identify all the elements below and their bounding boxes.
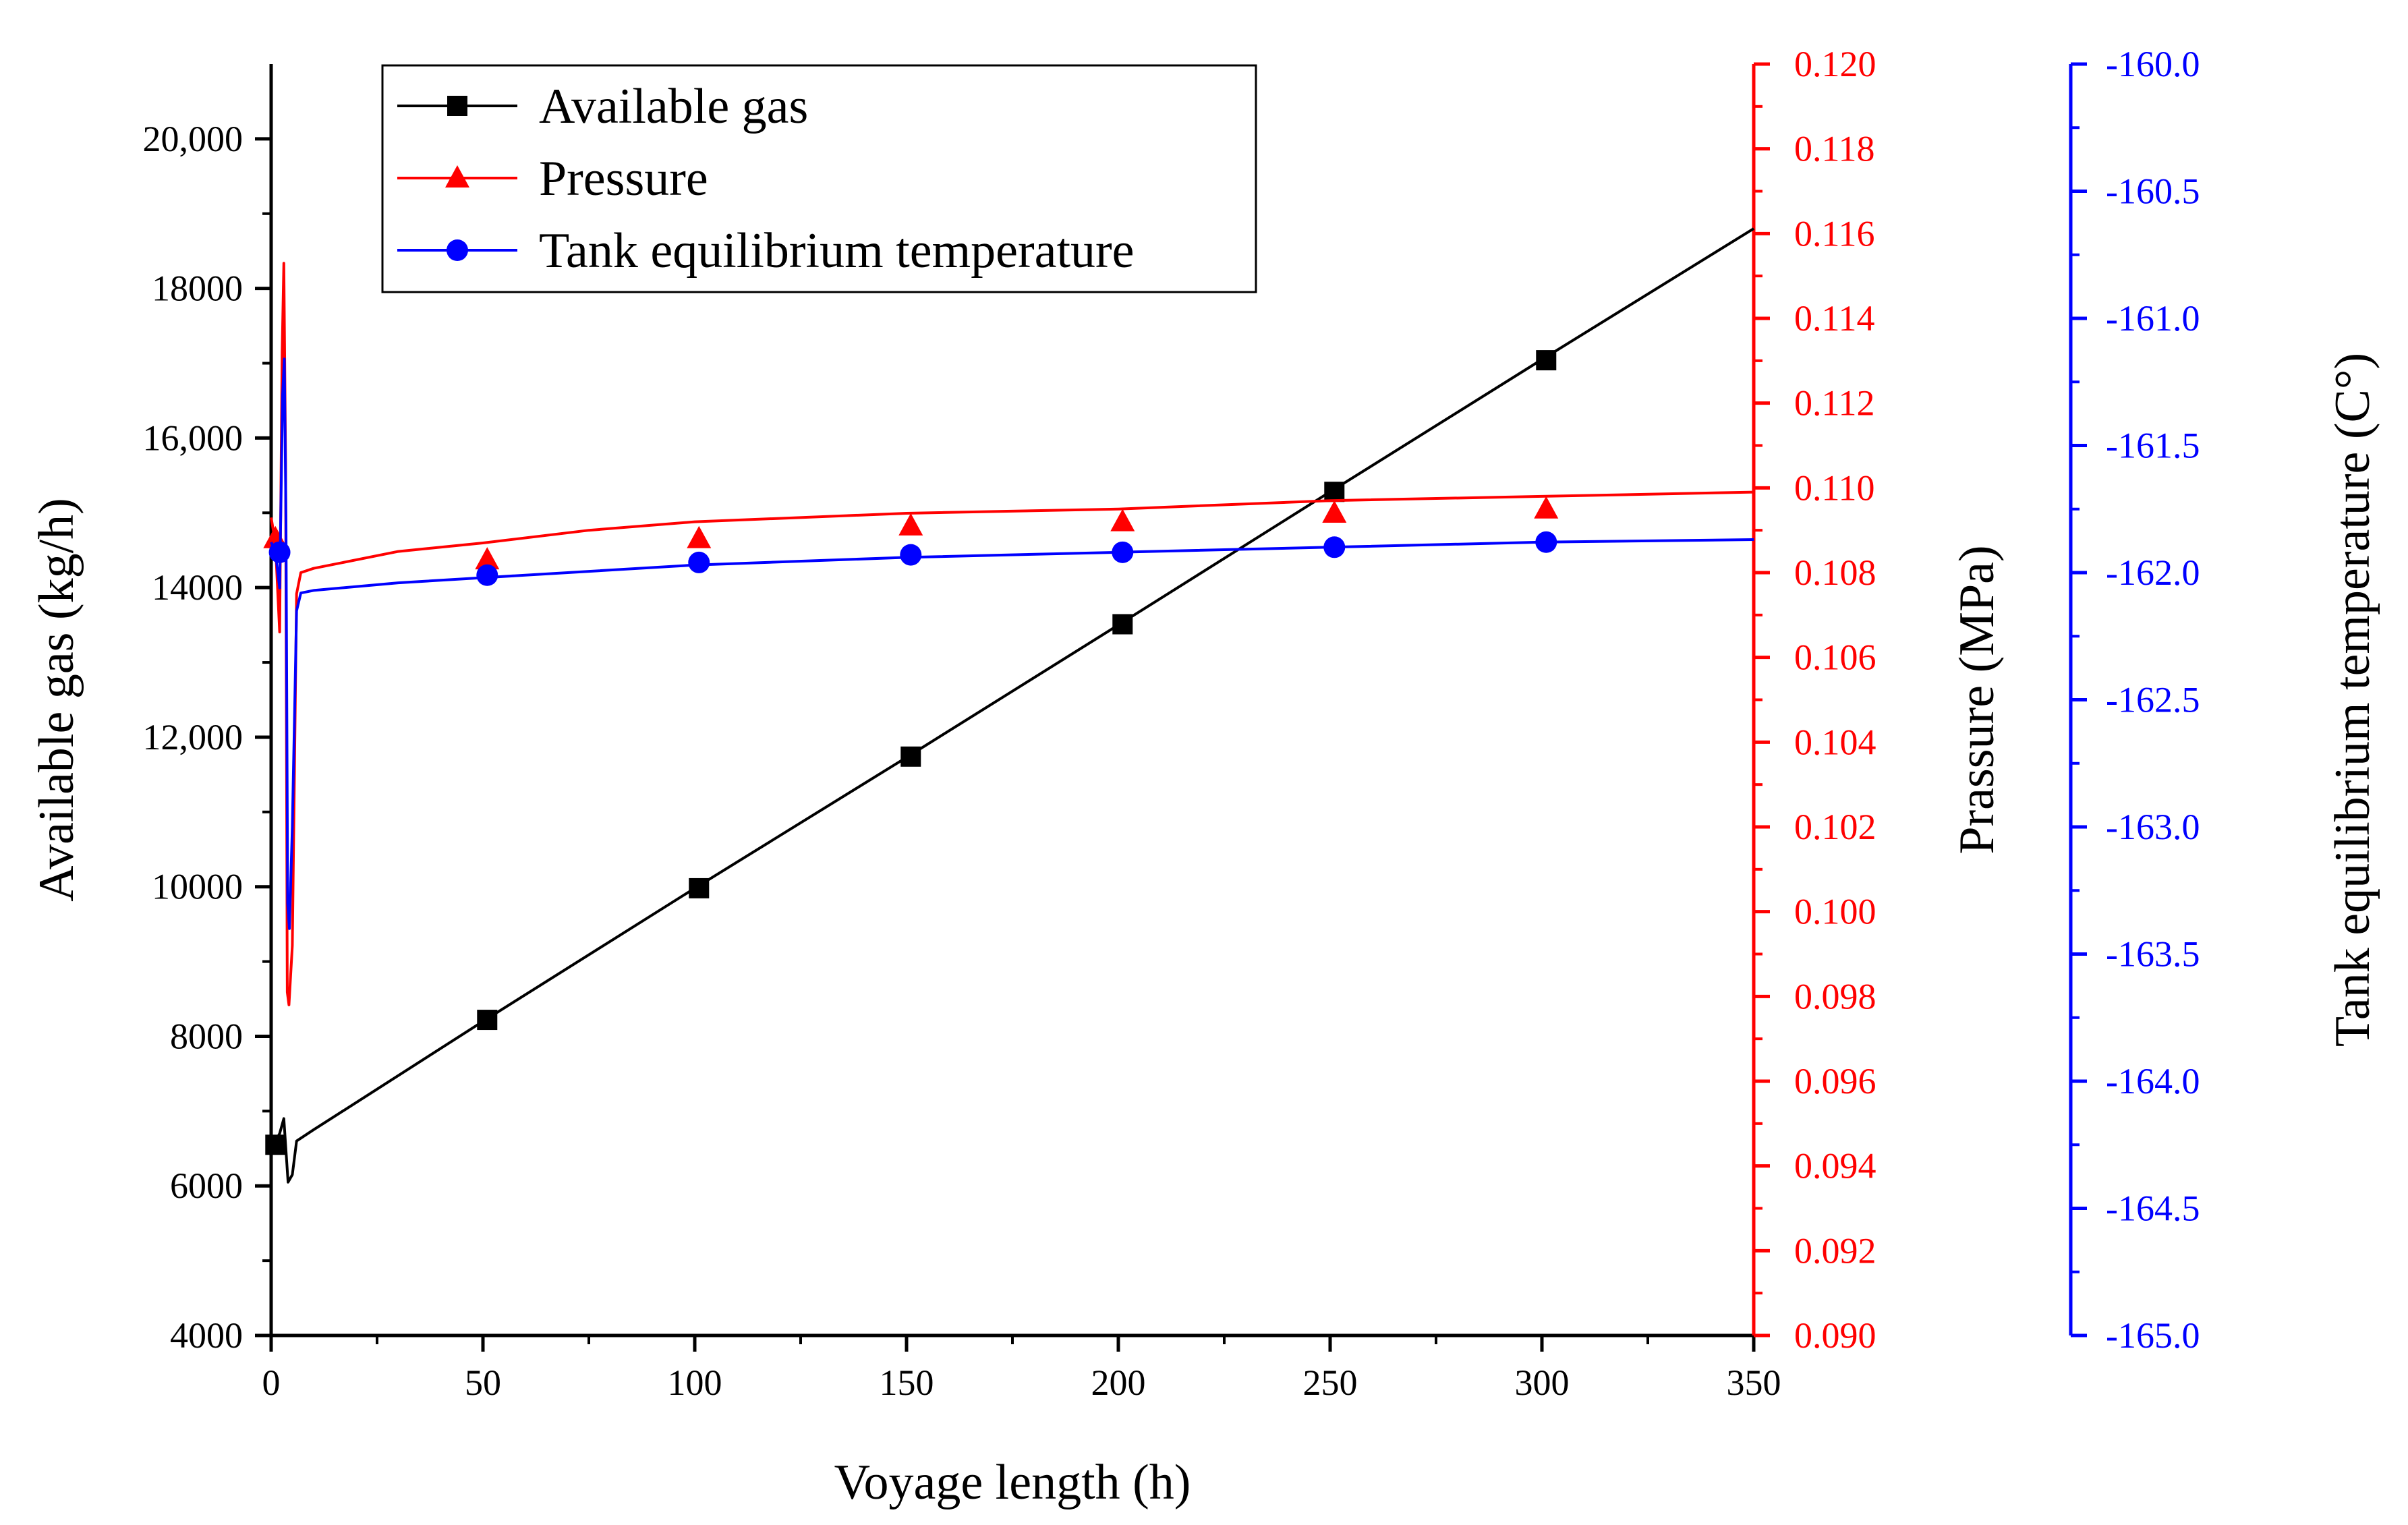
legend-marker-available-gas <box>447 96 467 116</box>
pressure-tick-label: 0.114 <box>1794 298 1875 339</box>
pressure-tick-label: 0.116 <box>1794 213 1875 254</box>
data-point-pressure <box>1534 496 1559 519</box>
data-point-available-gas <box>1536 350 1557 371</box>
series-line-available-gas <box>270 227 1755 1184</box>
series-line-pressure <box>270 262 1754 1006</box>
pressure-tick-label: 0.102 <box>1794 807 1876 847</box>
data-point-tank-equilibrium-temperature <box>268 541 291 563</box>
temperature-tick-label: -160.0 <box>2106 44 2200 84</box>
pressure-tick-label: 0.106 <box>1794 637 1876 678</box>
data-point-tank-equilibrium-temperature <box>688 551 710 573</box>
x-axis-title: Voyage length (h) <box>834 1455 1191 1510</box>
pressure-tick-label: 0.098 <box>1794 976 1876 1016</box>
legend-marker-tank-equilibrium-temperature <box>447 239 468 261</box>
data-point-pressure <box>1322 500 1347 523</box>
pressure-tick-label: 0.100 <box>1794 892 1876 932</box>
pressure-tick-label: 0.104 <box>1794 722 1876 762</box>
data-point-tank-equilibrium-temperature <box>1112 541 1134 563</box>
legend-label-available-gas: Available gas <box>539 79 808 134</box>
pressure-tick-label: 0.112 <box>1794 383 1875 424</box>
series-pressure <box>263 262 1754 1006</box>
data-point-tank-equilibrium-temperature <box>1323 536 1346 558</box>
gas-tick-label: 12,000 <box>143 717 243 757</box>
series-available-gas <box>265 227 1755 1184</box>
legend-entry-tank-equilibrium-temperature: Tank equilibrium temperature <box>397 223 1135 279</box>
temperature-tick-label: -161.5 <box>2106 426 2200 466</box>
data-point-pressure <box>898 513 923 536</box>
data-point-available-gas <box>1112 614 1133 635</box>
data-point-tank-equilibrium-temperature <box>1535 531 1557 553</box>
gas-tick-label: 20,000 <box>143 119 243 159</box>
temperature-tick-label: -163.0 <box>2106 807 2200 847</box>
series-layer <box>263 227 1755 1184</box>
data-point-available-gas <box>477 1010 498 1031</box>
pressure-tick-label: 0.110 <box>1794 467 1875 508</box>
gas-tick-label: 16,000 <box>143 418 243 458</box>
legend-label-pressure: Pressure <box>539 151 708 206</box>
temperature-tick-label: -161.0 <box>2106 298 2200 339</box>
gas-axis-title: Available gas (kg/h) <box>29 498 84 902</box>
temperature-tick-label: -160.5 <box>2106 171 2200 212</box>
gas-tick-label: 8000 <box>170 1016 243 1056</box>
data-point-available-gas <box>900 746 921 767</box>
pressure-tick-label: 0.090 <box>1794 1315 1876 1356</box>
x-tick-label: 300 <box>1515 1362 1570 1403</box>
gas-tick-label: 10000 <box>152 867 243 907</box>
x-tick-label: 100 <box>668 1362 722 1403</box>
x-tick-label: 150 <box>880 1362 934 1403</box>
legend-marker-pressure <box>445 165 469 188</box>
legend-label-tank-equilibrium-temperature: Tank equilibrium temperature <box>539 223 1135 279</box>
temperature-tick-label: -164.0 <box>2106 1061 2200 1101</box>
pressure-axis-title: Prassure (MPa) <box>1949 545 2005 854</box>
axes-layer: 0 50 100 150 200 250 300 350 Voyage length (h) 40… <box>29 44 2380 1510</box>
pressure-tick-label: 0.092 <box>1794 1230 1876 1271</box>
data-point-pressure <box>475 547 500 570</box>
legend-entry-pressure: Pressure <box>397 151 708 206</box>
pressure-tick-label: 0.108 <box>1794 552 1876 593</box>
pressure-tick-label: 0.094 <box>1794 1146 1876 1186</box>
data-point-available-gas <box>689 877 710 898</box>
x-tick-label: 350 <box>1727 1362 1781 1403</box>
temperature-tick-label: -162.0 <box>2106 552 2200 593</box>
series-tank-equilibrium-temperature <box>268 357 1754 930</box>
temperature-tick-label: -165.0 <box>2106 1315 2200 1356</box>
data-point-pressure <box>1110 509 1135 531</box>
pressure-tick-label: 0.096 <box>1794 1061 1876 1101</box>
gas-tick-label: 18000 <box>152 268 243 309</box>
legend: Available gas Pressure Tank equilibrium te… <box>381 64 1257 293</box>
x-tick-label: 0 <box>262 1362 281 1403</box>
gas-tick-label: 4000 <box>170 1315 243 1356</box>
x-tick-label: 50 <box>465 1362 501 1403</box>
gas-tick-label: 14000 <box>152 567 243 608</box>
pressure-tick-label: 0.118 <box>1794 129 1875 169</box>
legend-entry-available-gas: Available gas <box>397 79 808 134</box>
pressure-tick-label: 0.120 <box>1794 44 1876 84</box>
temperature-tick-label: -164.5 <box>2106 1188 2200 1229</box>
data-point-tank-equilibrium-temperature <box>476 564 498 586</box>
data-point-pressure <box>687 525 712 548</box>
gas-tick-label: 6000 <box>170 1166 243 1206</box>
legend-box <box>381 64 1257 293</box>
temperature-tick-label: -163.5 <box>2106 934 2200 975</box>
temperature-tick-label: -162.5 <box>2106 680 2200 720</box>
x-tick-label: 200 <box>1091 1362 1146 1403</box>
temperature-axis-title: Tank equilibrium temperature (C°) <box>2325 353 2380 1047</box>
x-tick-label: 250 <box>1303 1362 1358 1403</box>
data-point-available-gas <box>1324 482 1345 502</box>
data-point-available-gas <box>265 1134 286 1155</box>
data-point-tank-equilibrium-temperature <box>900 544 922 566</box>
series-line-tank-equilibrium-temperature <box>270 357 1754 930</box>
